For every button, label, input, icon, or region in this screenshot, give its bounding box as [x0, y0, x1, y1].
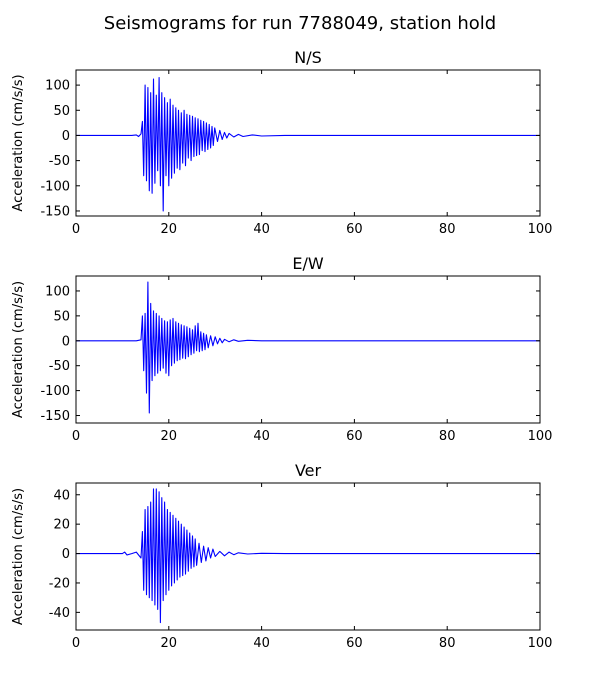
- panel-title: E/W: [292, 254, 324, 273]
- x-tick-label: 20: [161, 429, 178, 444]
- y-tick-label: 100: [45, 284, 70, 299]
- series-line: [76, 77, 540, 212]
- x-tick-label: 60: [346, 429, 363, 444]
- panel-2: E/W Acceleration (cm/s/s) 0 20 40 60 80 100 -150…: [11, 254, 552, 444]
- axes-frame: [75, 482, 541, 631]
- axes-frame: [75, 275, 541, 424]
- x-tick-label: 60: [346, 636, 363, 651]
- y-tick-label: -150: [40, 409, 70, 424]
- y-tick-label: 0: [62, 547, 70, 562]
- x-tick-label: 20: [161, 222, 178, 237]
- y-tick-label: 0: [62, 334, 70, 349]
- y-tick-label: 50: [53, 309, 70, 324]
- y-axis-label: Acceleration (cm/s/s): [11, 74, 26, 211]
- x-tick-label: 20: [161, 636, 178, 651]
- y-tick-label: -20: [49, 576, 70, 591]
- figure-title: Seismograms for run 7788049, station hol…: [104, 13, 496, 34]
- y-tick-label: -50: [49, 154, 70, 169]
- x-tick-label: 100: [528, 222, 553, 237]
- y-tick-label: -40: [49, 606, 70, 621]
- y-tick-label: 40: [53, 488, 70, 503]
- x-tick-label: 80: [439, 429, 456, 444]
- x-tick-label: 80: [439, 636, 456, 651]
- x-tick-label: 40: [253, 636, 270, 651]
- y-tick-label: 100: [45, 79, 70, 94]
- panel-title: Ver: [295, 461, 322, 480]
- y-axis-label: Acceleration (cm/s/s): [11, 488, 26, 625]
- x-tick-label: 40: [253, 429, 270, 444]
- panel-1: N/S Acceleration (cm/s/s) 0 20 40 60 80 100 -150…: [11, 48, 552, 237]
- y-tick-label: -100: [40, 179, 70, 194]
- x-tick-label: 0: [72, 429, 80, 444]
- series-line: [76, 281, 540, 414]
- x-tick-label: 100: [528, 429, 553, 444]
- y-tick-label: 50: [53, 104, 70, 119]
- panels: N/S Acceleration (cm/s/s) 0 20 40 60 80 100 -150…: [11, 48, 552, 651]
- x-tick-label: 80: [439, 222, 456, 237]
- y-tick-label: 0: [62, 129, 70, 144]
- x-tick-label: 0: [72, 636, 80, 651]
- x-tick-label: 40: [253, 222, 270, 237]
- x-tick-label: 0: [72, 222, 80, 237]
- x-tick-label: 60: [346, 222, 363, 237]
- series-line: [76, 488, 540, 624]
- y-tick-label: -150: [40, 204, 70, 219]
- axes-frame: [75, 69, 541, 217]
- panel-3: Ver Acceleration (cm/s/s) 0 20 40 60 80 100 -40 -…: [11, 461, 552, 651]
- y-tick-label: -100: [40, 384, 70, 399]
- x-tick-label: 100: [528, 636, 553, 651]
- y-tick-label: 20: [53, 518, 70, 533]
- y-tick-label: -50: [49, 359, 70, 374]
- panel-title: N/S: [294, 48, 322, 67]
- y-axis-label: Acceleration (cm/s/s): [11, 281, 26, 418]
